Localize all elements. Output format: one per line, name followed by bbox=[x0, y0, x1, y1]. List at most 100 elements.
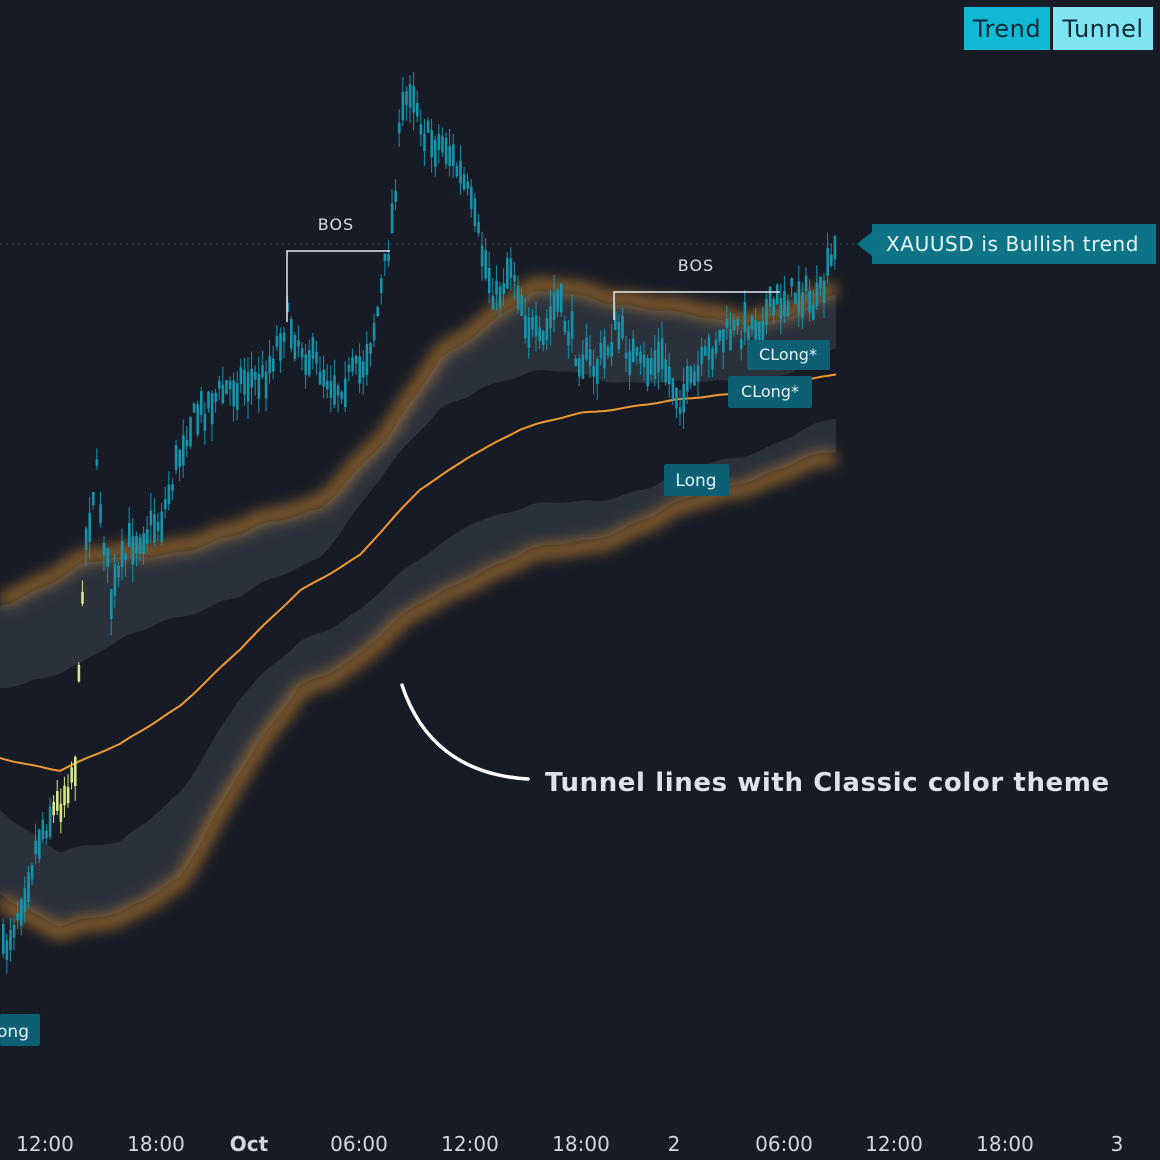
candle-body bbox=[95, 459, 99, 466]
candle-body bbox=[506, 257, 509, 289]
candle-body bbox=[333, 375, 336, 405]
trend-toggle-button[interactable]: Trend bbox=[964, 7, 1050, 50]
time-axis-tick: 12:00 bbox=[16, 1132, 74, 1156]
candle-body bbox=[531, 317, 534, 330]
candle-body bbox=[250, 368, 253, 388]
time-axis-tick: 18:00 bbox=[127, 1132, 185, 1156]
candle-body bbox=[131, 536, 135, 565]
time-axis-tick: 18:00 bbox=[976, 1132, 1034, 1156]
candle-body bbox=[520, 295, 523, 316]
candle-body bbox=[311, 336, 315, 359]
candle-body bbox=[578, 358, 581, 377]
tunnel-toggle-button[interactable]: Tunnel bbox=[1053, 7, 1153, 50]
candle-body bbox=[664, 359, 667, 383]
candle-body bbox=[38, 829, 41, 859]
candle-body bbox=[351, 357, 354, 372]
candle-body bbox=[675, 387, 678, 409]
candle-body bbox=[423, 133, 426, 152]
bos-line bbox=[286, 250, 390, 322]
signal-label: Long bbox=[0, 1022, 29, 1042]
candle-body bbox=[318, 372, 322, 385]
candle-body bbox=[92, 492, 95, 506]
candle-body bbox=[585, 337, 588, 360]
candle-body bbox=[88, 512, 91, 542]
candle-body bbox=[556, 289, 559, 312]
candle-body bbox=[678, 407, 682, 414]
indicator-toggle-group: Trend Tunnel bbox=[964, 7, 1153, 50]
candle-body bbox=[722, 329, 725, 353]
candle-body bbox=[106, 547, 109, 567]
candle-body bbox=[462, 174, 466, 190]
candle-body bbox=[182, 435, 185, 466]
candle-body bbox=[12, 924, 16, 938]
candle-body bbox=[711, 348, 714, 370]
tunnel-bands bbox=[0, 278, 839, 941]
candle-body bbox=[221, 384, 225, 404]
candle-body bbox=[142, 533, 145, 554]
candle-body bbox=[272, 358, 275, 372]
tunnel-lower-orange-glow bbox=[0, 451, 837, 941]
candle-body bbox=[671, 378, 675, 400]
candle-body bbox=[516, 285, 520, 310]
candle-body bbox=[387, 254, 390, 262]
candle-body bbox=[9, 929, 12, 951]
candle-body bbox=[801, 292, 804, 318]
candle-body bbox=[815, 282, 819, 307]
candle-body bbox=[254, 371, 257, 380]
candle-body bbox=[354, 356, 358, 364]
candle-body bbox=[628, 351, 631, 375]
candle-body bbox=[189, 417, 192, 447]
candle-body bbox=[369, 343, 372, 354]
candle-body bbox=[498, 286, 502, 307]
candle-body bbox=[833, 236, 837, 260]
candle-body bbox=[772, 299, 775, 316]
candle-body bbox=[236, 383, 239, 410]
candle-body bbox=[581, 354, 585, 379]
candle-body bbox=[434, 139, 437, 167]
time-axis-tick: 06:00 bbox=[330, 1132, 388, 1156]
candle-body bbox=[293, 335, 297, 360]
candle-body bbox=[563, 320, 567, 333]
time-axis[interactable]: 12:00 18:00 Oct 06:00 12:00 18:00 2 06:0… bbox=[0, 1128, 1160, 1160]
bos-line bbox=[613, 291, 780, 320]
candle-body bbox=[495, 280, 498, 295]
time-axis-tick: 12:00 bbox=[441, 1132, 499, 1156]
candle-body bbox=[322, 369, 325, 387]
candle-body bbox=[290, 319, 293, 349]
candle-body bbox=[81, 591, 84, 604]
signal-label-box bbox=[728, 376, 812, 408]
candle-body bbox=[174, 445, 178, 471]
candle-body bbox=[380, 278, 383, 294]
candle-body bbox=[729, 329, 732, 351]
candle-body bbox=[761, 320, 765, 344]
candle-body bbox=[502, 283, 505, 294]
candle-body bbox=[74, 757, 77, 786]
curved-arrow-icon bbox=[400, 683, 530, 781]
candle-body bbox=[599, 343, 603, 359]
candle-body bbox=[113, 564, 117, 596]
candle-body bbox=[282, 332, 286, 342]
candle-body bbox=[102, 543, 106, 556]
candle-body bbox=[797, 281, 801, 313]
candle-body bbox=[534, 315, 538, 337]
candle-body bbox=[41, 819, 45, 840]
candle-body bbox=[714, 339, 718, 354]
candle-body bbox=[660, 338, 664, 370]
time-axis-tick: 2 bbox=[667, 1132, 681, 1156]
candle-body bbox=[570, 311, 574, 339]
candle-body bbox=[689, 366, 693, 384]
candle-body bbox=[768, 286, 772, 307]
tunnel-lower-band bbox=[0, 418, 836, 927]
candle-body bbox=[56, 791, 59, 811]
candle-body bbox=[430, 130, 433, 158]
candle-body bbox=[441, 136, 444, 153]
candle-body bbox=[635, 347, 639, 356]
candle-body bbox=[632, 338, 635, 363]
candle-body bbox=[153, 514, 156, 543]
trend-status-label: XAUUSD is Bullish trend bbox=[872, 224, 1156, 264]
candle-body bbox=[538, 327, 541, 342]
time-axis-tick: 06:00 bbox=[755, 1132, 813, 1156]
candle-body bbox=[567, 331, 570, 346]
candle-body bbox=[304, 354, 307, 375]
